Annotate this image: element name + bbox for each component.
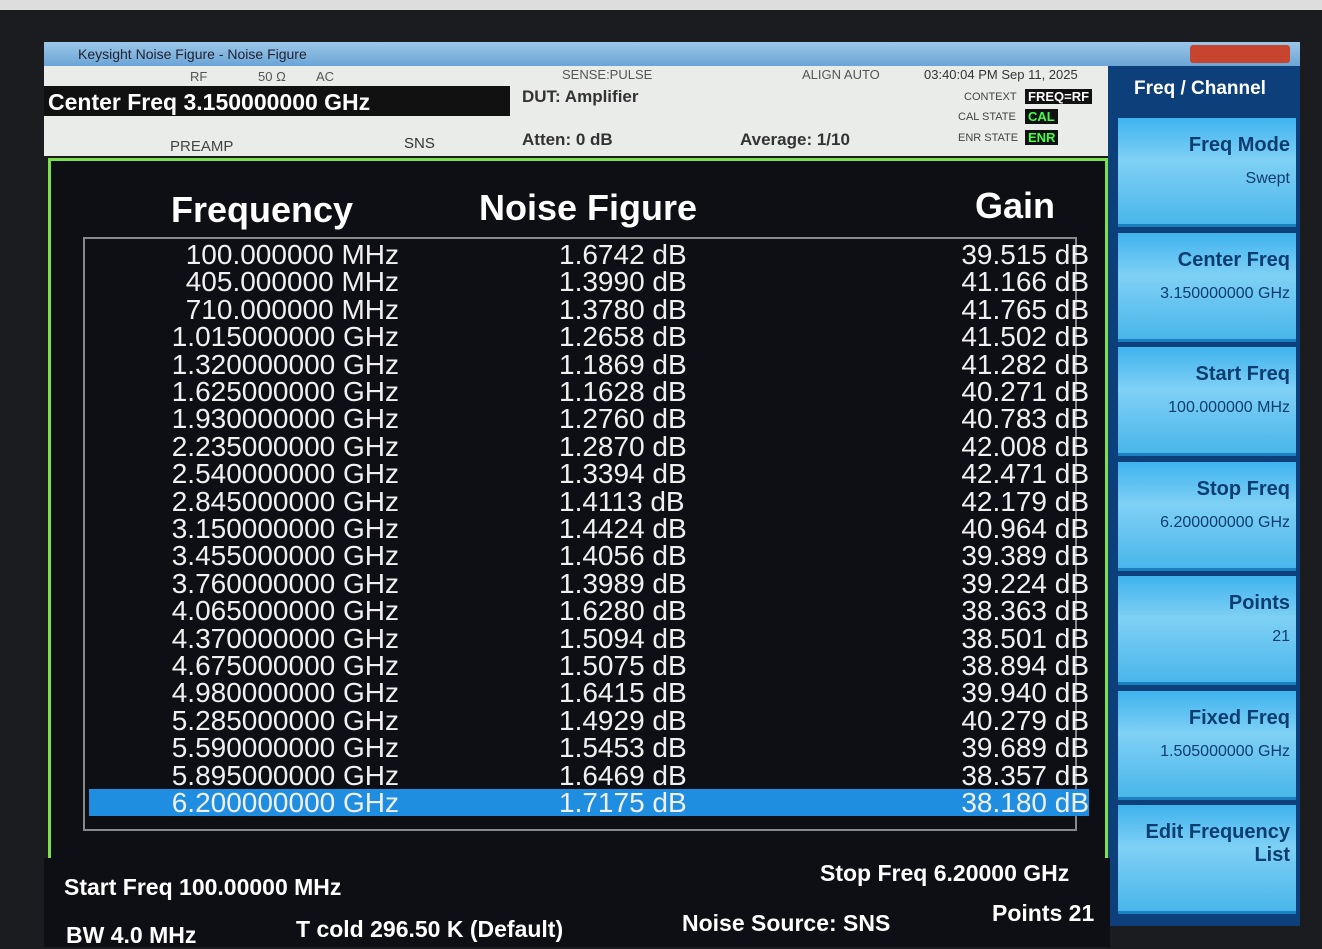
softkey-value: 6.200000000 GHz — [1160, 514, 1290, 532]
t-cold: T cold 296.50 K (Default) — [296, 916, 563, 943]
table-row: 3.150000000 GHz1.4424 dB40.964 dB — [89, 515, 1089, 542]
cal-state-label: CAL STATE — [958, 111, 1016, 123]
softkey-label: Edit Frequency List — [1120, 821, 1290, 867]
softkey-value: 21 — [1272, 628, 1290, 646]
align: ALIGN AUTO — [802, 67, 880, 82]
stop-freq: Stop Freq 6.20000 GHz — [820, 860, 1069, 887]
softkey-label: Center Freq — [1120, 249, 1290, 272]
softkey[interactable]: Start Freq 100.000000 MHz — [1118, 347, 1296, 456]
softkey-label: Points — [1120, 592, 1290, 615]
softkey-label: Start Freq — [1120, 363, 1290, 386]
softkey[interactable]: Freq Mode Swept — [1118, 118, 1296, 227]
table-row: 1.930000000 GHz1.2760 dB40.783 dB — [89, 405, 1089, 432]
table-row: 5.285000000 GHz1.4929 dB40.279 dB — [89, 707, 1089, 734]
top-edge — [0, 0, 1322, 10]
average: Average: 1/10 — [740, 130, 850, 150]
softkey-label: Fixed Freq — [1120, 707, 1290, 730]
enr-state-label: ENR STATE — [958, 132, 1018, 144]
coupling: AC — [316, 69, 334, 84]
softkey[interactable]: Points 21 — [1118, 576, 1296, 685]
gain-cell: 38.180 dB — [961, 787, 1089, 819]
table-row: 100.000000 MHz1.6742 dB39.515 dB — [89, 241, 1089, 268]
softkey[interactable]: Edit Frequency List — [1118, 805, 1296, 914]
atten: Atten: 0 dB — [522, 130, 613, 150]
window-title: Keysight Noise Figure - Noise Figure — [78, 46, 307, 62]
title-bar: Keysight Noise Figure - Noise Figure — [44, 42, 1300, 66]
center-freq: Center Freq 3.150000000 GHz — [48, 89, 370, 116]
softkey-value: 3.150000000 GHz — [1160, 285, 1290, 303]
column-header: Frequency — [171, 189, 353, 231]
frequency-cell: 6.200000000 GHz — [172, 787, 399, 819]
rf: RF — [190, 69, 207, 84]
softkey[interactable]: Center Freq 3.150000000 GHz — [1118, 233, 1296, 342]
softkey[interactable]: Fixed Freq 1.505000000 GHz — [1118, 691, 1296, 800]
noise-source: Noise Source: SNS — [682, 910, 890, 937]
start-freq: Start Freq 100.00000 MHz — [64, 874, 341, 901]
enr-state: ENR — [1025, 130, 1058, 145]
sense: SENSE:PULSE — [562, 67, 652, 82]
sns: SNS — [404, 135, 435, 152]
menu-title: Freq / Channel — [1134, 78, 1266, 100]
softkey[interactable]: Stop Freq 6.200000000 GHz — [1118, 462, 1296, 571]
cal-state: CAL — [1025, 109, 1058, 124]
table-row: 2.235000000 GHz1.2870 dB42.008 dB — [89, 433, 1089, 460]
table-row: 3.455000000 GHz1.4056 dB39.389 dB — [89, 542, 1089, 569]
preamp: PREAMP — [170, 138, 233, 155]
table-row: 6.200000000 GHz 1.7175 dB 38.180 dB — [89, 789, 1089, 816]
softkey-value: 100.000000 MHz — [1168, 399, 1290, 417]
datetime: 03:40:04 PM Sep 11, 2025 — [924, 67, 1078, 82]
table-row: 5.895000000 GHz1.6469 dB38.357 dB — [89, 762, 1089, 789]
status-bar: Start Freq 100.00000 MHz Stop Freq 6.200… — [44, 858, 1110, 947]
window-controls[interactable] — [1190, 45, 1290, 63]
header: RF 50 Ω AC SENSE:PULSE ALIGN AUTO 03:40:… — [44, 66, 1108, 156]
softkey-label: Stop Freq — [1120, 478, 1290, 501]
impedance: 50 Ω — [258, 69, 286, 84]
softkey-value: 1.505000000 GHz — [1160, 743, 1290, 761]
context-label: CONTEXT — [964, 91, 1017, 103]
table-panel: Frequency Noise Figure Gain 100.000000 M… — [48, 158, 1108, 862]
column-header: Gain — [975, 185, 1055, 227]
bw: BW 4.0 MHz — [66, 922, 196, 949]
softkey-label: Freq Mode — [1120, 134, 1290, 157]
points: Points 21 — [992, 900, 1094, 927]
dut: DUT: Amplifier — [522, 87, 639, 107]
instrument-screen: Keysight Noise Figure - Noise Figure RF … — [0, 0, 1322, 947]
noise-figure-cell: 1.7175 dB — [559, 787, 687, 819]
column-header: Noise Figure — [479, 187, 697, 229]
table-frame: 100.000000 MHz1.6742 dB39.515 dB405.0000… — [83, 237, 1077, 831]
softkey-value: Swept — [1246, 170, 1290, 188]
table-row: 5.590000000 GHz1.5453 dB39.689 dB — [89, 734, 1089, 761]
context: FREQ=RF — [1025, 89, 1092, 104]
